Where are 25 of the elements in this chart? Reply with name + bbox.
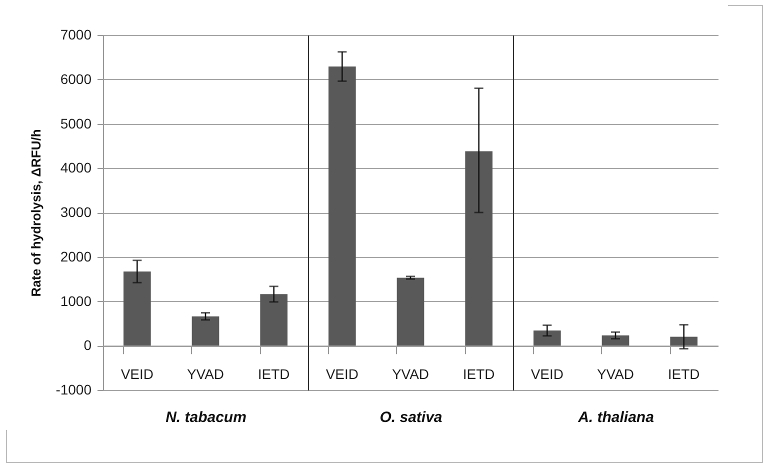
x-tick-label: VEID xyxy=(326,366,359,382)
y-tick-label: 1000 xyxy=(60,292,92,309)
x-tick-label: VEID xyxy=(120,366,154,382)
x-tick-label: YVAD xyxy=(596,366,634,382)
x-tick-label: IETD xyxy=(462,366,495,382)
bar xyxy=(124,272,151,346)
y-tick-label: 5000 xyxy=(60,115,92,132)
x-tick-label: IETD xyxy=(668,366,700,382)
y-tick-label: 4000 xyxy=(60,160,92,176)
x-tick-label: YVAD xyxy=(392,366,430,382)
x-axis-title: A. thaliana xyxy=(577,409,654,426)
x-tick-label: IETD xyxy=(258,366,290,382)
x-axis-title: N. tabacum xyxy=(166,409,246,426)
bar xyxy=(260,294,288,346)
x-tick-label: YVAD xyxy=(186,366,224,382)
x-tick-label: VEID xyxy=(530,366,564,382)
bar xyxy=(192,316,220,346)
y-tick-label: 0 xyxy=(84,337,92,354)
x-axis-title: O. sativa xyxy=(380,409,442,426)
y-tick-label: 6000 xyxy=(60,70,92,87)
y-tick-label: 3000 xyxy=(60,204,92,220)
y-tick-label: 2000 xyxy=(60,248,92,264)
y-axis-title: Rate of hydrolysis, ΔRFU/h xyxy=(28,129,44,297)
y-tick-label: 7000 xyxy=(60,26,92,42)
y-tick-label: -1000 xyxy=(56,382,92,398)
